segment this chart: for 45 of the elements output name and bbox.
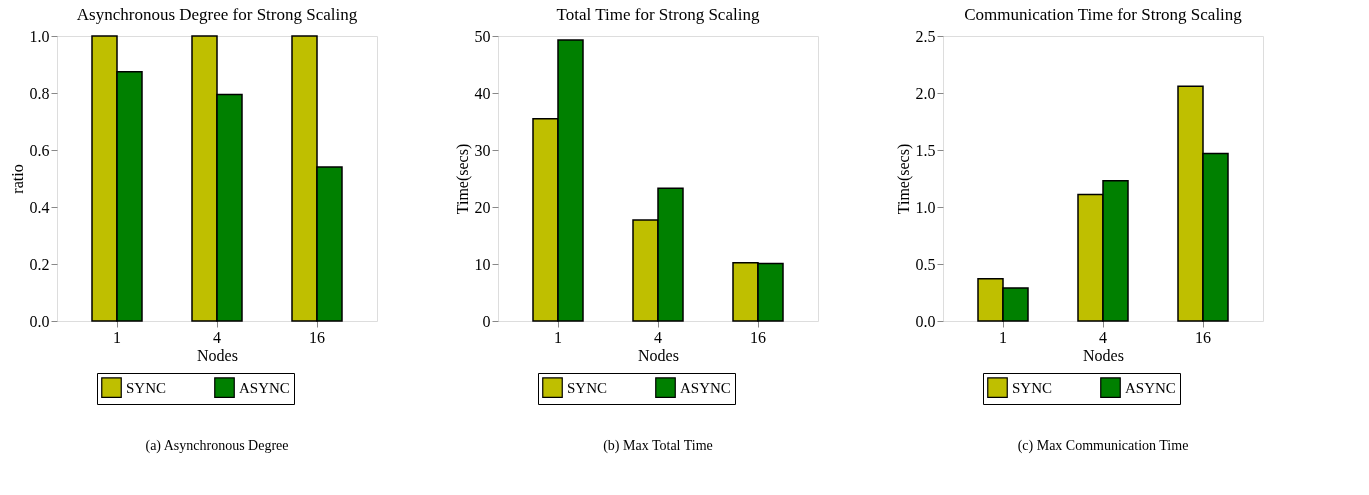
y-tick-label: 30	[474, 141, 491, 159]
y-tick-label: 0.6	[29, 141, 50, 159]
y-tick-label: 40	[474, 84, 491, 102]
y-tick-label: 0	[482, 312, 491, 330]
x-tick-label: 16	[1195, 328, 1211, 346]
legend-label: SYNC	[567, 379, 608, 396]
chart-title: Asynchronous Degree for Strong Scaling	[76, 5, 358, 24]
y-tick-label: 20	[474, 198, 491, 216]
x-tick-label: 16	[750, 328, 766, 346]
text: (a) Asynchronous Degree	[145, 438, 289, 454]
legend-label: SYNC	[1012, 379, 1053, 396]
legend-label: ASYNC	[1125, 379, 1176, 396]
y-tick-label: 50	[474, 27, 491, 45]
x-axis-title: Nodes	[197, 346, 238, 364]
text: (c) Max Communication Time	[1017, 438, 1189, 454]
x-tick-label: 4	[1099, 328, 1107, 346]
chart-title: Communication Time for Strong Scaling	[964, 5, 1243, 24]
x-tick-label: 1	[999, 328, 1007, 346]
y-tick-label: 2.5	[915, 27, 936, 45]
x-tick-label: 4	[213, 328, 221, 346]
y-axis-title: Time(secs)	[894, 143, 913, 215]
y-tick-label: 0.0	[915, 312, 936, 330]
x-tick-label: 1	[113, 328, 121, 346]
y-axis-title: Time(secs)	[453, 143, 472, 215]
x-tick-label: 1	[554, 328, 562, 346]
x-axis-title: Nodes	[638, 346, 679, 364]
legend-label: ASYNC	[680, 379, 731, 396]
x-tick-label: 4	[654, 328, 662, 346]
legend-label: ASYNC	[239, 379, 290, 396]
y-tick-label: 0.8	[29, 84, 50, 102]
y-tick-label: 10	[474, 255, 491, 273]
y-tick-label: 0.2	[29, 255, 50, 273]
x-axis-title: Nodes	[1083, 346, 1124, 364]
y-tick-label: 1.0	[915, 198, 936, 216]
y-tick-label: 2.0	[915, 84, 936, 102]
y-tick-label: 0.0	[29, 312, 50, 330]
y-axis-title: ratio	[8, 164, 26, 194]
y-tick-label: 1.0	[29, 27, 50, 45]
x-tick-label: 16	[309, 328, 325, 346]
chart-title: Total Time for Strong Scaling	[556, 5, 760, 24]
y-tick-label: 1.5	[915, 141, 936, 159]
y-tick-label: 0.5	[915, 255, 936, 273]
legend-label: SYNC	[126, 379, 167, 396]
text: (b) Max Total Time	[603, 438, 713, 454]
y-tick-label: 0.4	[29, 198, 50, 216]
